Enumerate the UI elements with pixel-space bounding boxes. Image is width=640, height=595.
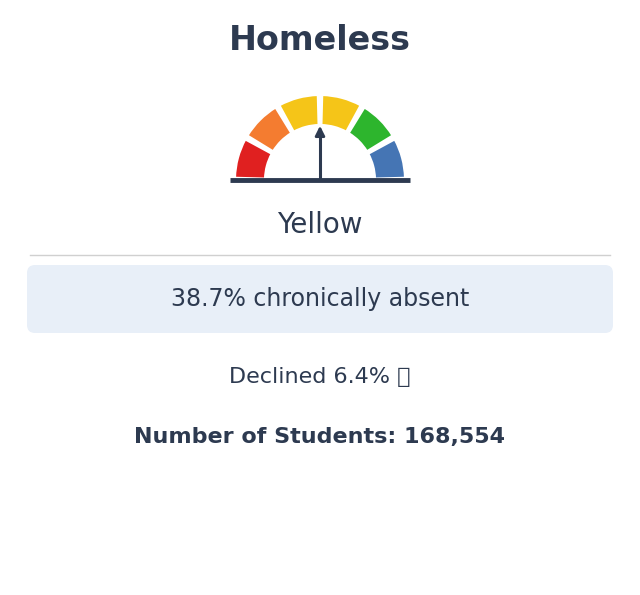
FancyBboxPatch shape — [27, 265, 613, 333]
Wedge shape — [235, 139, 271, 178]
Text: Number of Students: 168,554: Number of Students: 168,554 — [134, 427, 506, 447]
Text: Homeless: Homeless — [229, 23, 411, 57]
Text: Yellow: Yellow — [277, 211, 363, 239]
Text: Declined 6.4% ⓩ: Declined 6.4% ⓩ — [229, 367, 411, 387]
Text: 38.7% chronically absent: 38.7% chronically absent — [171, 287, 469, 311]
Wedge shape — [248, 108, 291, 151]
Wedge shape — [280, 95, 319, 131]
Wedge shape — [369, 139, 405, 178]
Wedge shape — [321, 95, 360, 131]
Wedge shape — [349, 108, 392, 151]
